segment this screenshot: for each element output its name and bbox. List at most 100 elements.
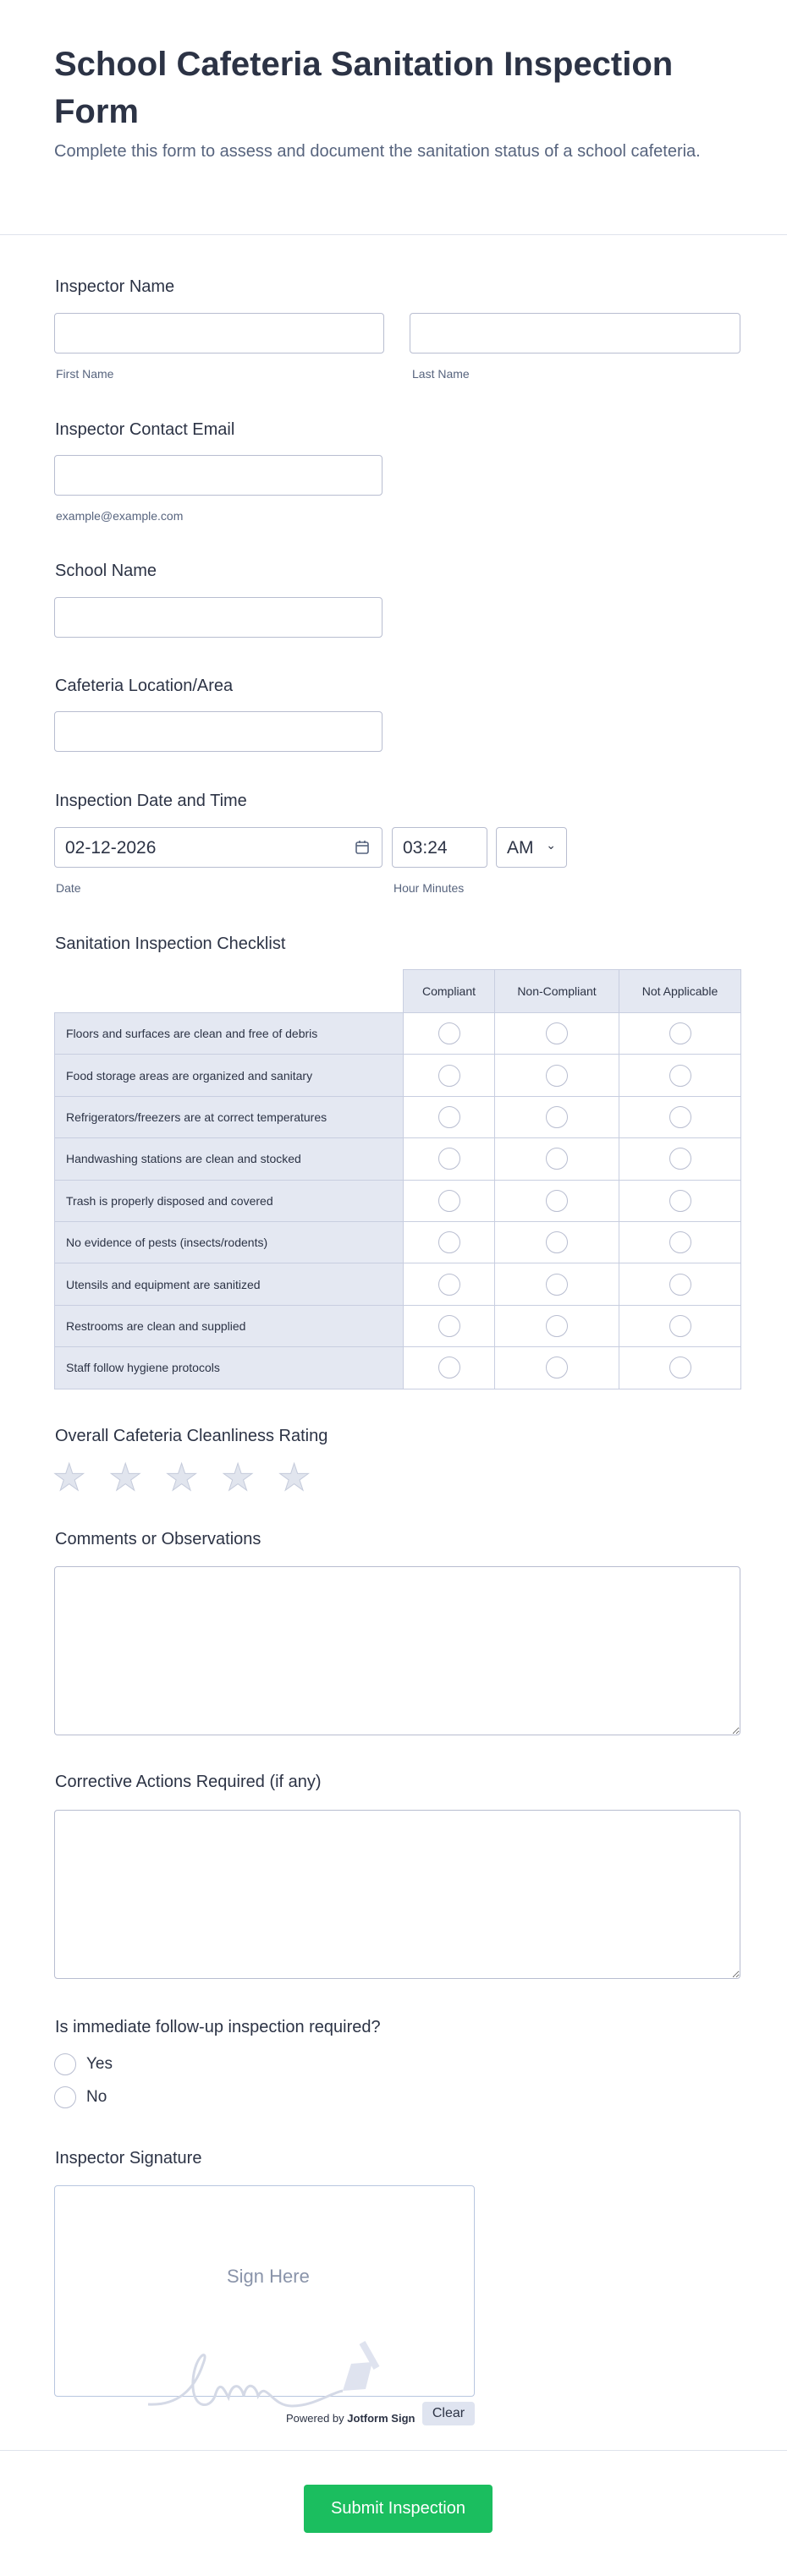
radio-button[interactable] bbox=[438, 1357, 460, 1379]
star-icon[interactable]: ★ bbox=[277, 1457, 311, 1499]
matrix-cell bbox=[403, 1304, 495, 1348]
row-label: Utensils and equipment are sanitized bbox=[54, 1263, 404, 1306]
first-name-sublabel: First Name bbox=[56, 367, 114, 381]
ampm-value: AM bbox=[507, 838, 534, 858]
location-input[interactable] bbox=[54, 711, 382, 752]
star-icon[interactable]: ★ bbox=[221, 1457, 255, 1499]
matrix-cell bbox=[494, 1304, 619, 1348]
ampm-select[interactable]: AM ⌄ bbox=[496, 827, 567, 868]
radio-button[interactable] bbox=[546, 1357, 568, 1379]
school-name-input[interactable] bbox=[54, 597, 382, 638]
followup-option-no[interactable]: No bbox=[54, 2086, 107, 2108]
star-rating[interactable]: ★ ★ ★ ★ ★ bbox=[52, 1457, 311, 1499]
chevron-down-icon: ⌄ bbox=[546, 838, 556, 852]
checklist-row: Trash is properly disposed and covered bbox=[54, 1179, 741, 1222]
radio-button[interactable] bbox=[669, 1189, 691, 1212]
matrix-cell bbox=[403, 1346, 495, 1389]
radio-button[interactable] bbox=[438, 1148, 460, 1170]
checklist-row: No evidence of pests (insects/rodents) bbox=[54, 1220, 741, 1264]
radio-button[interactable] bbox=[546, 1189, 568, 1212]
radio-no[interactable] bbox=[54, 2086, 76, 2108]
matrix-corner bbox=[54, 969, 404, 1013]
comments-label: Comments or Observations bbox=[55, 1530, 261, 1548]
radio-button[interactable] bbox=[546, 1105, 568, 1128]
radio-button[interactable] bbox=[669, 1064, 691, 1087]
matrix-cell bbox=[403, 1137, 495, 1181]
matrix-cell bbox=[619, 1179, 741, 1222]
matrix-cell bbox=[494, 1054, 619, 1097]
signature-pad[interactable]: Sign Here bbox=[54, 2185, 475, 2408]
option-label: Yes bbox=[86, 2055, 113, 2073]
radio-button[interactable] bbox=[438, 1105, 460, 1128]
location-label: Cafeteria Location/Area bbox=[55, 677, 234, 695]
date-value: 02-12-2026 bbox=[65, 838, 157, 858]
sign-here-placeholder: Sign Here bbox=[227, 2266, 310, 2287]
radio-button[interactable] bbox=[669, 1231, 691, 1254]
radio-button[interactable] bbox=[546, 1022, 568, 1045]
radio-yes[interactable] bbox=[54, 2053, 76, 2075]
radio-button[interactable] bbox=[669, 1105, 691, 1128]
checklist-row: Food storage areas are organized and san… bbox=[54, 1054, 741, 1097]
signature-label: Inspector Signature bbox=[55, 2149, 202, 2168]
star-icon[interactable]: ★ bbox=[108, 1457, 142, 1499]
clear-signature-button[interactable]: Clear bbox=[422, 2402, 475, 2425]
time-input[interactable]: 03:24 bbox=[392, 827, 487, 868]
matrix-cell bbox=[494, 1263, 619, 1306]
radio-button[interactable] bbox=[438, 1314, 460, 1337]
row-label: Handwashing stations are clean and stock… bbox=[54, 1137, 404, 1181]
star-icon[interactable]: ★ bbox=[164, 1457, 199, 1499]
header-divider bbox=[0, 234, 787, 235]
radio-button[interactable] bbox=[546, 1148, 568, 1170]
date-input[interactable]: 02-12-2026 bbox=[54, 827, 382, 868]
footer-divider bbox=[0, 2450, 787, 2451]
powered-by: Powered by Jotform Sign bbox=[286, 2412, 415, 2425]
time-sublabel: Hour Minutes bbox=[394, 881, 465, 895]
matrix-cell bbox=[494, 1220, 619, 1264]
last-name-input[interactable] bbox=[410, 313, 740, 354]
rating-label: Overall Cafeteria Cleanliness Rating bbox=[55, 1427, 328, 1445]
date-sublabel: Date bbox=[56, 881, 81, 895]
radio-button[interactable] bbox=[438, 1022, 460, 1045]
row-label: Restrooms are clean and supplied bbox=[54, 1304, 404, 1348]
row-label: Refrigerators/freezers are at correct te… bbox=[54, 1095, 404, 1139]
comments-textarea[interactable] bbox=[54, 1566, 740, 1735]
star-icon[interactable]: ★ bbox=[52, 1457, 86, 1499]
checklist-matrix: Compliant Non-Compliant Not Applicable F… bbox=[54, 969, 741, 1389]
radio-button[interactable] bbox=[438, 1189, 460, 1212]
email-input[interactable] bbox=[54, 455, 382, 496]
followup-option-yes[interactable]: Yes bbox=[54, 2053, 113, 2075]
datetime-label: Inspection Date and Time bbox=[55, 792, 247, 810]
jotform-sign-logo: Jotform Sign bbox=[347, 2412, 416, 2425]
form-subtitle: Complete this form to assess and documen… bbox=[54, 142, 701, 161]
first-name-input[interactable] bbox=[54, 313, 384, 354]
radio-button[interactable] bbox=[669, 1148, 691, 1170]
radio-button[interactable] bbox=[546, 1314, 568, 1337]
matrix-cell bbox=[403, 1263, 495, 1306]
radio-button[interactable] bbox=[546, 1273, 568, 1296]
matrix-cell bbox=[619, 1263, 741, 1306]
row-label: Trash is properly disposed and covered bbox=[54, 1179, 404, 1222]
option-label: No bbox=[86, 2088, 107, 2106]
checklist-row: Restrooms are clean and supplied bbox=[54, 1304, 741, 1348]
school-name-label: School Name bbox=[55, 562, 157, 580]
matrix-cell bbox=[403, 1054, 495, 1097]
column-header: Not Applicable bbox=[619, 969, 741, 1013]
radio-button[interactable] bbox=[546, 1231, 568, 1254]
radio-button[interactable] bbox=[546, 1064, 568, 1087]
calendar-icon[interactable] bbox=[355, 840, 370, 855]
corrective-textarea[interactable] bbox=[54, 1810, 740, 1979]
matrix-cell bbox=[403, 1011, 495, 1055]
radio-button[interactable] bbox=[669, 1357, 691, 1379]
inspector-name-label: Inspector Name bbox=[55, 277, 175, 296]
radio-button[interactable] bbox=[669, 1022, 691, 1045]
radio-button[interactable] bbox=[438, 1273, 460, 1296]
submit-button[interactable]: Submit Inspection bbox=[304, 2485, 493, 2533]
radio-button[interactable] bbox=[438, 1064, 460, 1087]
radio-button[interactable] bbox=[438, 1231, 460, 1254]
checklist-row: Utensils and equipment are sanitized bbox=[54, 1263, 741, 1306]
last-name-sublabel: Last Name bbox=[412, 367, 470, 381]
radio-button[interactable] bbox=[669, 1314, 691, 1337]
email-sublabel: example@example.com bbox=[56, 509, 184, 523]
radio-button[interactable] bbox=[669, 1273, 691, 1296]
matrix-cell bbox=[619, 1346, 741, 1389]
